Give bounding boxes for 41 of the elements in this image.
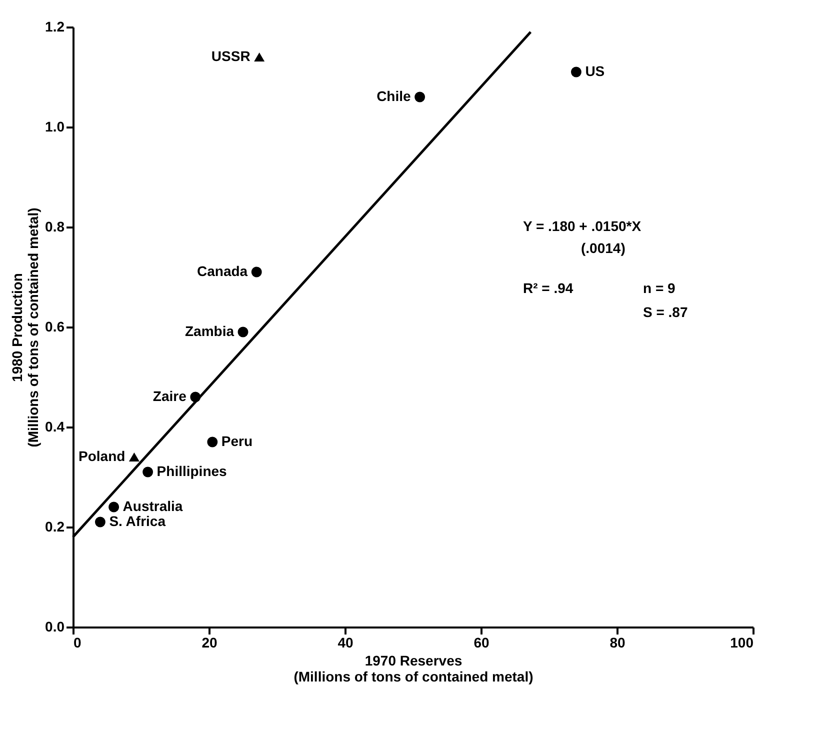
annotation: Y = .180 + .0150*X bbox=[523, 218, 642, 234]
y-tick-label: 1.2 bbox=[45, 18, 65, 34]
y-tick-label: 0.0 bbox=[45, 618, 65, 634]
point bbox=[570, 66, 582, 78]
point bbox=[414, 92, 426, 102]
x-axis-title: 1970 Reserves (Millions of tons of contained metal) bbox=[294, 652, 534, 684]
annotation: Zaire bbox=[152, 388, 187, 404]
annotation: Zambia bbox=[184, 323, 234, 339]
annotation: Phillipines bbox=[156, 463, 228, 479]
point bbox=[254, 52, 265, 62]
annotation: Poland bbox=[78, 448, 126, 464]
annotation: Peru bbox=[221, 433, 253, 449]
y-tick-label: 0.4 bbox=[45, 418, 65, 434]
y-tick-label: 1.0 bbox=[45, 118, 65, 134]
x-tick-label: 100 bbox=[730, 634, 754, 650]
annotation: Canada bbox=[197, 263, 248, 279]
point bbox=[94, 516, 106, 528]
x-tick-label: 0 bbox=[74, 634, 82, 650]
x-tick-label: 80 bbox=[610, 634, 626, 650]
annotation: USSR bbox=[211, 48, 250, 64]
x-tick-label: 60 bbox=[474, 634, 490, 650]
point bbox=[207, 436, 218, 448]
annotation: Chile bbox=[376, 88, 412, 104]
point bbox=[238, 326, 248, 338]
annotation: US bbox=[585, 63, 605, 79]
y-tick-label: 0.2 bbox=[45, 518, 65, 534]
annotation: n = 9 bbox=[643, 280, 676, 296]
point bbox=[128, 452, 140, 462]
y-tick-label: 0.8 bbox=[45, 218, 65, 234]
annotation: S. Africa bbox=[109, 513, 166, 529]
y-tick-label: 0.6 bbox=[45, 318, 65, 334]
x-tick-label: 20 bbox=[202, 634, 218, 650]
annotation: Australia bbox=[122, 498, 183, 514]
point bbox=[108, 502, 120, 512]
y-axis-title: 1980 Production (Millions of tons of contained metal) bbox=[9, 208, 42, 448]
annotation: R² = .94 bbox=[523, 280, 574, 296]
point bbox=[251, 266, 262, 278]
x-tick-label: 40 bbox=[338, 634, 354, 650]
point bbox=[142, 466, 154, 478]
annotation: (.0014) bbox=[581, 240, 626, 256]
annotation: S = .87 bbox=[643, 304, 688, 320]
